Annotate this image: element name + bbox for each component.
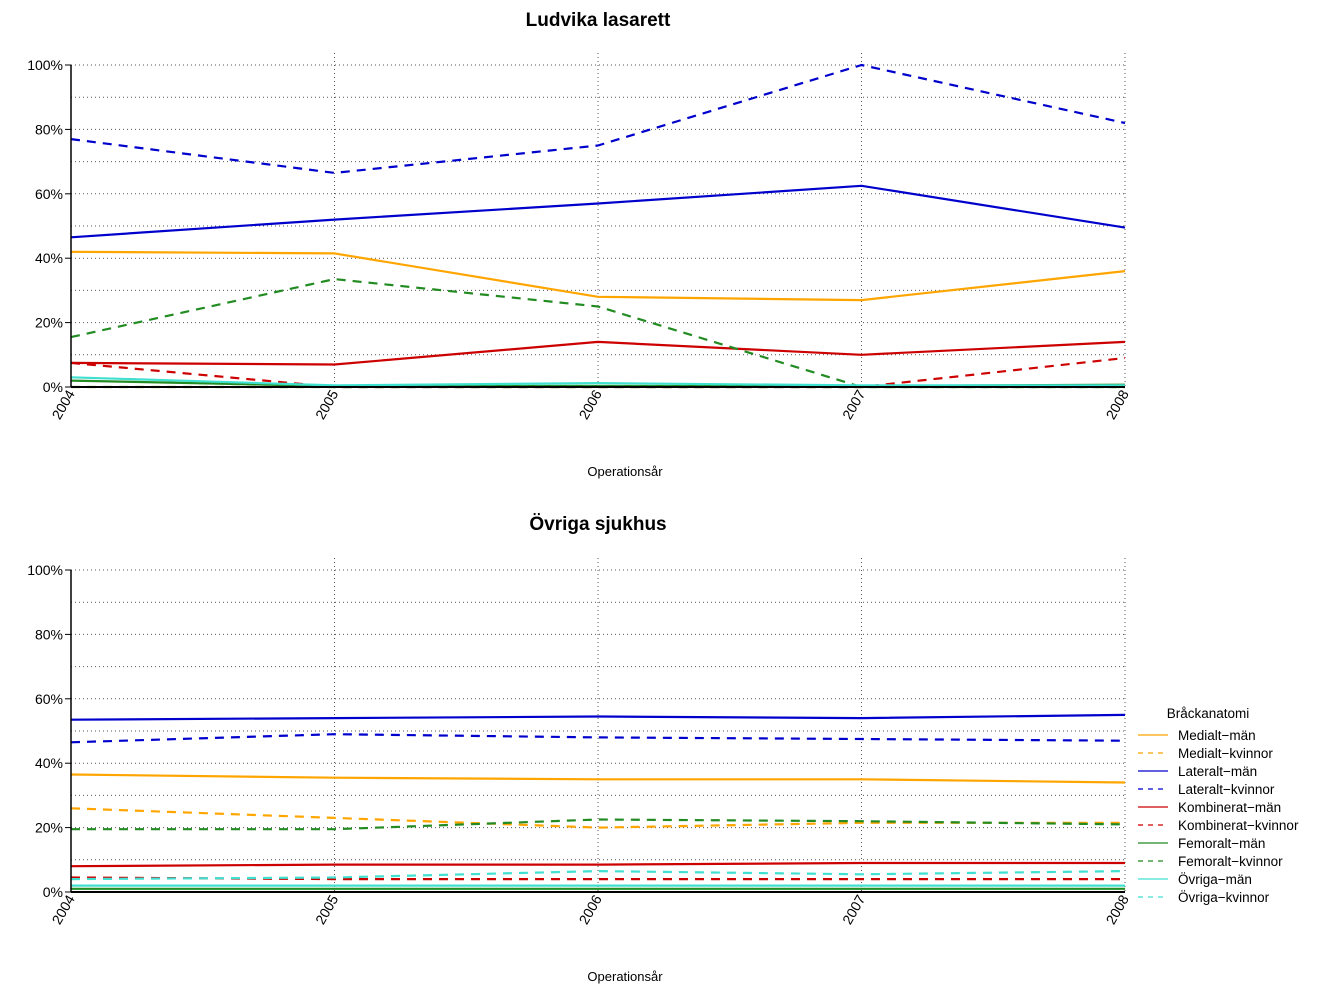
legend-label-7: Femoralt−kvinnor [1178,854,1283,869]
y-tick-label: 80% [35,626,63,642]
series-line-4 [70,340,1126,366]
y-tick-label: 60% [35,186,63,202]
series-line-0 [70,250,1126,302]
series-line-2 [70,184,1126,239]
legend-label-3: Lateralt−kvinnor [1178,782,1275,797]
y-tick-label: 100% [27,562,63,578]
y-tick-label: 60% [35,691,63,707]
x-tick-label: 2006 [575,892,605,927]
legend-label-4: Kombinerat−män [1178,800,1281,815]
legend-title: Bråckanatomi [1167,706,1250,721]
chart-title: Ludvika lasarett [526,10,671,31]
legend: Bråckanatomi Medialt−män Medialt−kvinnor La… [1138,706,1299,905]
series-line-3 [70,63,1126,174]
series-line-9 [70,869,1126,881]
legend-label-8: Övriga−män [1178,872,1252,887]
legend-label-1: Medialt−kvinnor [1178,746,1273,761]
legend-label-2: Lateralt−män [1178,764,1257,779]
x-tick-label: 2007 [839,892,869,927]
y-tick-label: 40% [35,755,63,771]
series-line-2 [70,713,1126,721]
y-tick-label: 0% [43,884,63,900]
series-line-0 [70,773,1126,784]
chart-title: Övriga sjukhus [529,514,666,535]
x-tick-label: 2008 [1102,387,1132,422]
x-tick-label: 2007 [839,387,869,422]
legend-label-9: Övriga−kvinnor [1178,890,1270,905]
y-tick-label: 0% [43,379,63,395]
series-line-7 [71,818,1126,831]
x-tick-label: 2008 [1102,892,1132,927]
y-tick-label: 100% [27,57,63,73]
y-tick-label: 20% [35,820,63,836]
x-tick-label: 2005 [312,387,342,422]
legend-label-6: Femoralt−män [1178,836,1265,851]
legend-label-0: Medialt−män [1178,728,1256,743]
y-tick-label: 20% [35,315,63,331]
x-axis-label: Operationsår [587,969,663,984]
legend-label-5: Kombinerat−kvinnor [1178,818,1299,833]
x-tick-label: 2006 [575,387,605,422]
series-line-1 [70,807,1125,829]
x-axis-label: Operationsår [587,464,663,479]
x-tick-label: 2005 [312,892,342,927]
series-line-4 [70,861,1125,868]
y-tick-label: 40% [35,250,63,266]
series-line-8 [70,376,1125,387]
y-tick-label: 80% [35,121,63,137]
